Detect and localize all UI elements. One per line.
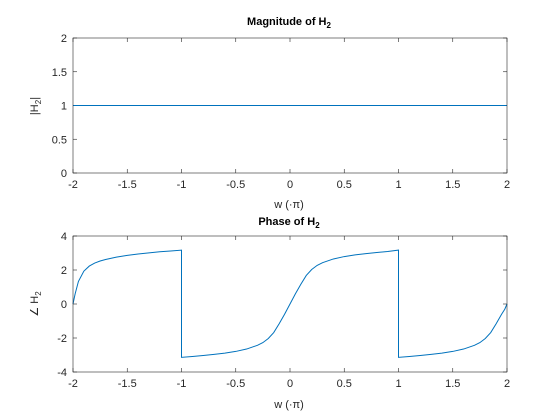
phase-xtick-label: -0.5 <box>226 378 245 390</box>
magnitude-ytick-label: 1.5 <box>52 67 67 79</box>
phase-xtick-label: 1.5 <box>445 378 460 390</box>
magnitude-subplot: Magnitude of H2 0 0.5 1 1.5 2 -2 -1.5 -1 -0.5 0 0… <box>29 16 510 211</box>
phase-xtick-label: 1 <box>395 378 401 390</box>
magnitude-xtick-label: -0.5 <box>226 179 245 191</box>
magnitude-ytick-label: 0.5 <box>52 134 67 146</box>
magnitude-xtick-label: 0.5 <box>337 179 352 191</box>
magnitude-xtick-label: 2 <box>504 179 510 191</box>
phase-xtick-label: 0.5 <box>337 378 352 390</box>
phase-ytick-label: -4 <box>57 367 67 379</box>
phase-title: Phase of H2 <box>258 216 320 230</box>
magnitude-xtick-label: -1 <box>177 179 187 191</box>
phase-ytick-label: 2 <box>61 265 67 277</box>
phase-ytick-label: 4 <box>61 231 67 243</box>
phase-xtick-label: -1 <box>177 378 187 390</box>
magnitude-ytick-label: 1 <box>61 101 67 113</box>
phase-line <box>72 249 508 358</box>
phase-xlabel: w (·π) <box>273 399 304 411</box>
phase-xtick-label: -1.5 <box>118 378 137 390</box>
magnitude-ylabel: |H2| <box>29 97 43 115</box>
phase-axes-box <box>72 235 508 373</box>
phase-ytick-label: -2 <box>57 333 67 345</box>
magnitude-xtick-label: -1.5 <box>118 179 137 191</box>
magnitude-xtick-label: -2 <box>68 179 78 191</box>
magnitude-ytick-label: 2 <box>61 33 67 45</box>
magnitude-xtick-label: 1.5 <box>445 179 460 191</box>
magnitude-axes-box <box>72 37 508 174</box>
magnitude-xlabel: w (·π) <box>273 199 304 211</box>
magnitude-title: Magnitude of H2 <box>247 16 331 30</box>
magnitude-xtick-label: 0 <box>287 179 293 191</box>
magnitude-xtick-label: 1 <box>395 179 401 191</box>
phase-ytick-label: 0 <box>61 299 67 311</box>
phase-xtick-label: 0 <box>287 378 293 390</box>
phase-xtick-label: 2 <box>504 378 510 390</box>
phase-ylabel: ∠ H2 <box>29 291 43 317</box>
phase-xtick-label: -2 <box>68 378 78 390</box>
magnitude-ytick-label: 0 <box>61 168 67 180</box>
